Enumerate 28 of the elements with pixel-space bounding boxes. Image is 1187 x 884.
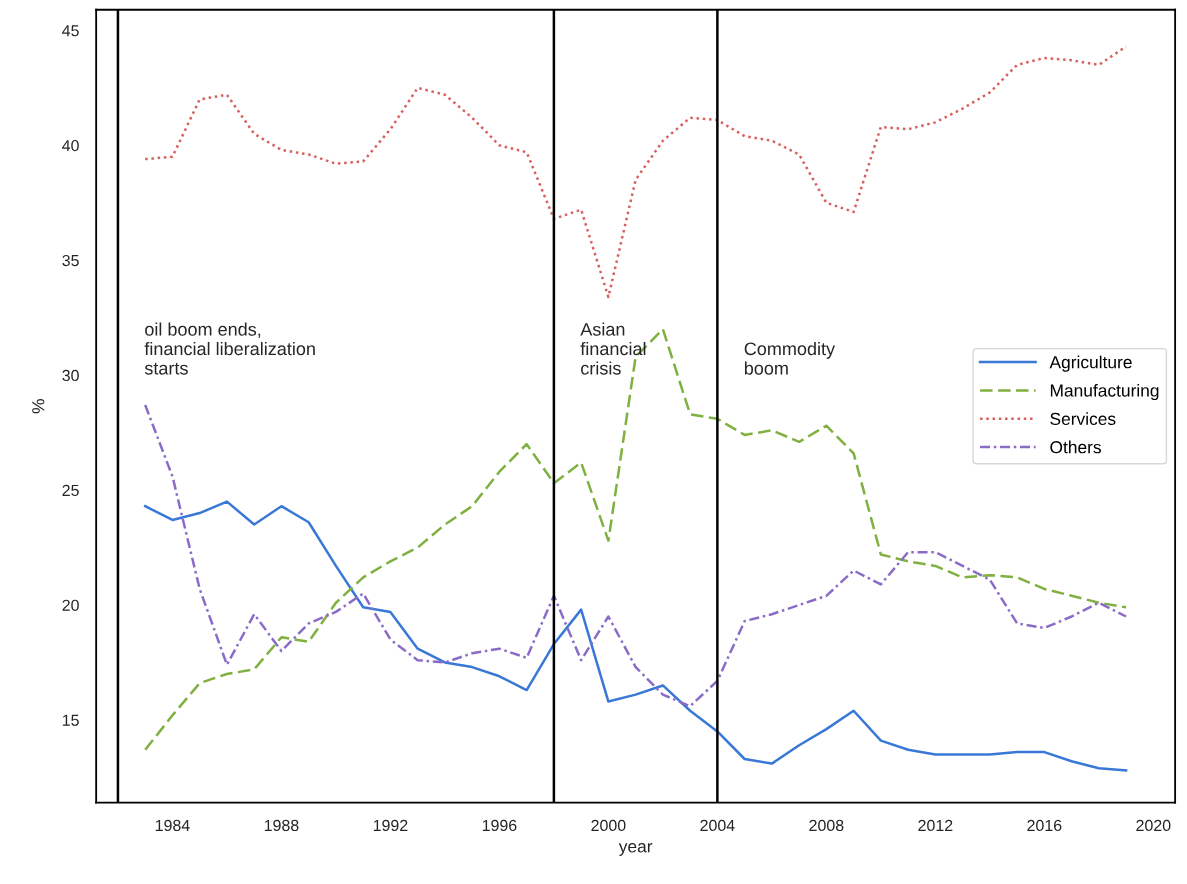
x-tick-label: 2012: [918, 819, 953, 832]
y-tick-label: 30: [62, 369, 79, 382]
x-tick-label: 1988: [264, 819, 299, 832]
legend-label: Manufacturing: [1050, 383, 1159, 401]
y-tick-label: 45: [62, 25, 79, 37]
x-tick-label: 2004: [700, 819, 735, 832]
x-tick-label: 2016: [1027, 819, 1062, 832]
line-series: [143, 45, 1128, 299]
y-tick-label: 40: [62, 139, 79, 152]
x-tick-label: 2008: [809, 819, 844, 832]
y-axis-title: %: [32, 399, 45, 414]
ref-line-label: Commodity boom: [744, 341, 836, 375]
y-tick-label: 25: [62, 484, 79, 497]
x-tick-label: 1984: [155, 819, 190, 832]
x-tick-label: 2000: [591, 819, 626, 832]
legend-label: Others: [1050, 440, 1101, 454]
x-tick-label: 2020: [1136, 819, 1171, 832]
ref-line-label: oil boom ends, financial liberalization starts: [144, 322, 315, 375]
y-tick-label: 20: [62, 599, 79, 611]
legend-label: Services: [1050, 412, 1116, 426]
x-tick-label: 1992: [373, 819, 408, 832]
line-series: [143, 500, 1128, 772]
x-axis-title: year: [618, 843, 653, 856]
y-tick-label: 15: [62, 714, 79, 726]
y-tick-label: 35: [62, 254, 79, 267]
line-series: [143, 403, 1128, 708]
x-tick-label: 1996: [482, 819, 517, 832]
legend-label: Agriculture: [1049, 355, 1132, 372]
